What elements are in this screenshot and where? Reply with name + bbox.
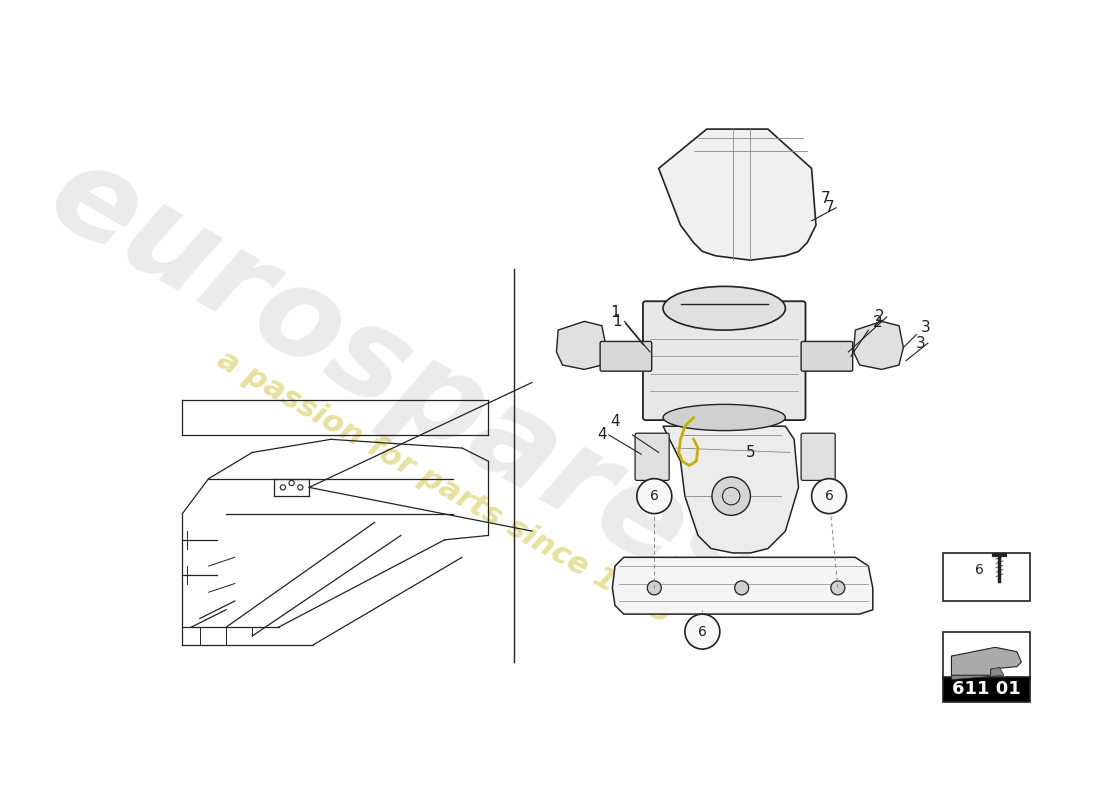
Text: 1: 1 xyxy=(610,305,619,320)
Circle shape xyxy=(637,478,672,514)
Ellipse shape xyxy=(663,286,785,330)
Polygon shape xyxy=(613,558,872,614)
FancyBboxPatch shape xyxy=(601,342,651,371)
Text: 7: 7 xyxy=(824,200,834,215)
Text: 6: 6 xyxy=(650,489,659,503)
Polygon shape xyxy=(663,426,799,553)
Text: 1: 1 xyxy=(613,314,623,329)
Polygon shape xyxy=(952,647,1021,675)
FancyBboxPatch shape xyxy=(801,434,835,481)
FancyBboxPatch shape xyxy=(943,553,1030,601)
Text: eurospares: eurospares xyxy=(29,133,773,633)
Ellipse shape xyxy=(663,404,785,430)
Text: 2: 2 xyxy=(872,314,882,330)
Polygon shape xyxy=(952,667,1004,680)
Polygon shape xyxy=(659,129,816,260)
Text: 3: 3 xyxy=(916,336,926,350)
Text: 2: 2 xyxy=(874,310,884,325)
Text: 3: 3 xyxy=(921,320,931,335)
Circle shape xyxy=(685,614,719,649)
FancyBboxPatch shape xyxy=(642,302,805,420)
FancyBboxPatch shape xyxy=(943,631,1030,680)
Text: 7: 7 xyxy=(821,191,830,206)
Text: 6: 6 xyxy=(975,563,983,578)
FancyBboxPatch shape xyxy=(943,677,1030,702)
Circle shape xyxy=(812,478,847,514)
Circle shape xyxy=(735,581,749,595)
FancyBboxPatch shape xyxy=(635,434,669,481)
Polygon shape xyxy=(854,322,903,370)
Circle shape xyxy=(712,477,750,515)
Circle shape xyxy=(647,581,661,595)
Text: 4: 4 xyxy=(597,427,607,442)
FancyBboxPatch shape xyxy=(801,342,852,371)
Circle shape xyxy=(830,581,845,595)
Text: 5: 5 xyxy=(746,445,756,460)
Text: 6: 6 xyxy=(825,489,834,503)
Text: 611 01: 611 01 xyxy=(952,680,1021,698)
Text: 6: 6 xyxy=(697,625,707,638)
Text: a passion for parts since 1985: a passion for parts since 1985 xyxy=(212,345,676,630)
Text: 4: 4 xyxy=(610,414,619,430)
Polygon shape xyxy=(557,322,606,370)
